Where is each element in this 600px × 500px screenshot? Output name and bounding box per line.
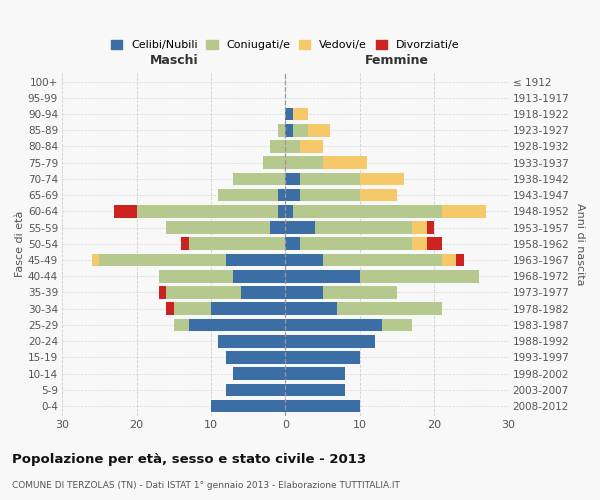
Bar <box>233 270 286 282</box>
Bar <box>286 335 374 347</box>
Bar <box>233 172 286 185</box>
Bar <box>300 140 323 153</box>
Bar <box>293 205 442 218</box>
Bar <box>286 156 323 169</box>
Bar <box>114 205 137 218</box>
Bar <box>218 335 286 347</box>
Bar <box>286 351 360 364</box>
Bar <box>286 222 315 234</box>
Bar <box>233 368 286 380</box>
Bar <box>286 205 293 218</box>
Bar <box>286 270 360 282</box>
Bar <box>300 172 360 185</box>
Bar <box>286 238 300 250</box>
Bar <box>457 254 464 266</box>
Bar <box>286 124 293 136</box>
Bar <box>181 238 188 250</box>
Bar <box>337 302 442 315</box>
Bar <box>286 400 360 412</box>
Bar <box>166 222 271 234</box>
Bar <box>412 238 427 250</box>
Bar <box>271 222 286 234</box>
Bar <box>92 254 100 266</box>
Text: Maschi: Maschi <box>149 54 198 67</box>
Bar <box>218 189 278 202</box>
Bar <box>166 286 241 299</box>
Bar <box>286 368 345 380</box>
Bar <box>286 286 323 299</box>
Bar <box>286 318 382 332</box>
Bar <box>293 124 308 136</box>
Bar <box>263 156 286 169</box>
Text: Popolazione per età, sesso e stato civile - 2013: Popolazione per età, sesso e stato civil… <box>12 452 366 466</box>
Bar <box>360 189 397 202</box>
Bar <box>286 172 300 185</box>
Legend: Celibi/Nubili, Coniugati/e, Vedovi/e, Divorziati/e: Celibi/Nubili, Coniugati/e, Vedovi/e, Di… <box>111 40 460 50</box>
Bar <box>412 222 427 234</box>
Bar <box>174 318 188 332</box>
Bar <box>286 302 337 315</box>
Bar <box>293 108 308 120</box>
Bar <box>382 318 412 332</box>
Text: COMUNE DI TERZOLAS (TN) - Dati ISTAT 1° gennaio 2013 - Elaborazione TUTTITALIA.I: COMUNE DI TERZOLAS (TN) - Dati ISTAT 1° … <box>12 481 400 490</box>
Text: Femmine: Femmine <box>365 54 429 67</box>
Bar <box>442 254 457 266</box>
Bar <box>188 238 286 250</box>
Bar <box>159 286 166 299</box>
Bar <box>286 108 293 120</box>
Bar <box>278 189 286 202</box>
Bar <box>286 384 345 396</box>
Bar <box>100 254 226 266</box>
Bar <box>278 205 286 218</box>
Bar <box>211 400 286 412</box>
Bar <box>226 384 286 396</box>
Bar <box>360 172 404 185</box>
Bar <box>315 222 412 234</box>
Bar <box>442 205 486 218</box>
Bar <box>241 286 286 299</box>
Bar <box>323 156 367 169</box>
Bar <box>286 189 300 202</box>
Y-axis label: Anni di nascita: Anni di nascita <box>575 202 585 285</box>
Bar <box>286 254 323 266</box>
Bar <box>323 254 442 266</box>
Bar <box>308 124 330 136</box>
Bar <box>286 140 300 153</box>
Bar <box>159 270 233 282</box>
Bar <box>166 302 174 315</box>
Bar <box>278 124 286 136</box>
Bar <box>427 238 442 250</box>
Bar <box>174 302 211 315</box>
Bar <box>271 140 286 153</box>
Bar <box>300 238 412 250</box>
Bar <box>226 254 286 266</box>
Y-axis label: Fasce di età: Fasce di età <box>15 210 25 277</box>
Bar <box>226 351 286 364</box>
Bar <box>188 318 286 332</box>
Bar <box>360 270 479 282</box>
Bar <box>211 302 286 315</box>
Bar <box>323 286 397 299</box>
Bar <box>300 189 360 202</box>
Bar <box>137 205 278 218</box>
Bar <box>427 222 434 234</box>
